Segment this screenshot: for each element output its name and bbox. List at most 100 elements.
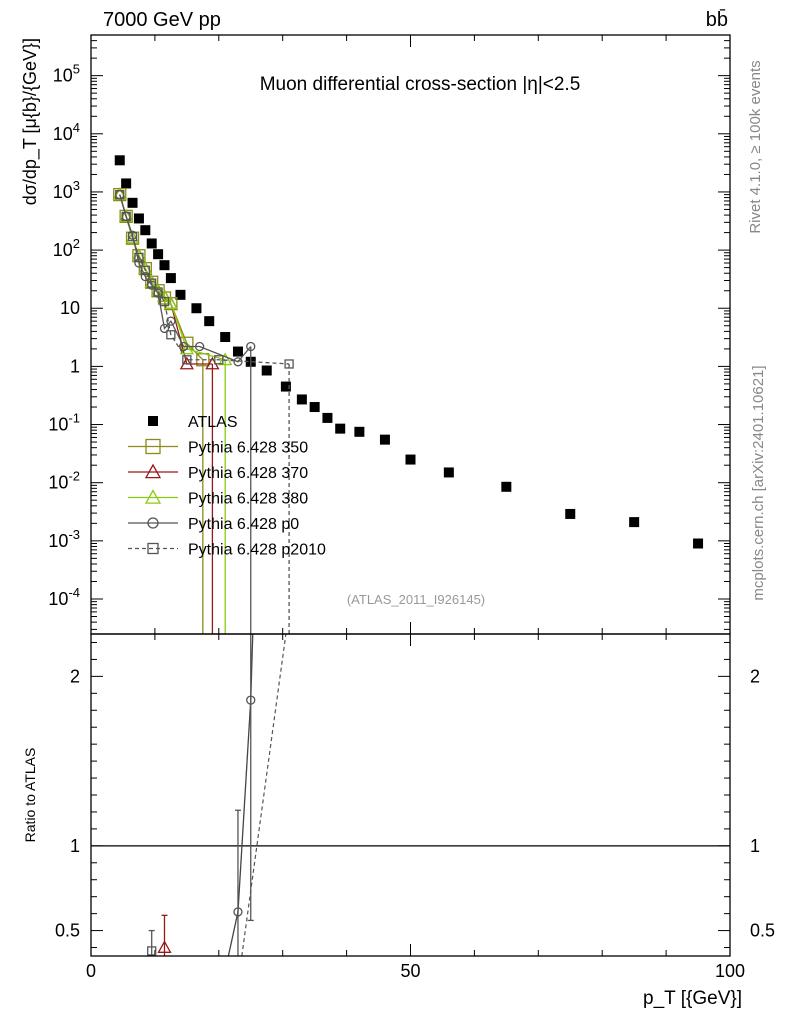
mcplots-label: mcplots.cern.ch [arXiv:2401.10621] (750, 365, 767, 600)
data-point-atlas (379, 434, 390, 445)
data-point-atlas (280, 381, 291, 392)
y-tick-label: 10-1 (48, 411, 80, 435)
data-point-pythia-6-428-p2010 (147, 278, 157, 288)
data-point-atlas (114, 155, 125, 166)
data-point-pythia-6-428-p0 (194, 341, 205, 352)
data-point-pythia-6-428-p2010 (166, 330, 176, 340)
legend-label-pythia-6-428-350: Pythia 6.428 350 (188, 440, 308, 457)
main-frame (90, 34, 731, 635)
data-point-pythia-6-428-p2010 (153, 287, 163, 297)
data-point-atlas (296, 394, 307, 405)
y-axis-label: dσ/dp_T [μ{b}/{GeV}] (20, 38, 41, 205)
data-point-atlas (443, 467, 454, 478)
data-point-atlas (220, 332, 231, 343)
ratio-y-tick-label-right: 0.5 (750, 921, 775, 941)
x-tick-label: 100 (715, 961, 745, 981)
ratio-point (233, 907, 243, 917)
legend-label-pythia-6-428-380: Pythia 6.428 380 (188, 491, 308, 508)
data-point-pythia-6-428-380 (138, 261, 153, 275)
y-tick-label: 103 (53, 178, 80, 202)
data-point-pythia-6-428-380 (119, 209, 134, 222)
legend-marker-pythia-6-428-350 (145, 438, 161, 455)
legend-label-pythia-6-428-370: Pythia 6.428 370 (188, 465, 308, 482)
data-point-pythia-6-428-p2010 (140, 265, 150, 275)
y-tick-label: 10-3 (48, 527, 80, 551)
legend-marker-atlas (148, 416, 158, 426)
data-point-pythia-6-428-p2010 (159, 296, 170, 307)
x-axis-label: p_T [{GeV}] (643, 988, 742, 1009)
legend-marker-pythia-6-428-p2010 (147, 542, 159, 555)
legend-marker-pythia-6-428-370 (144, 463, 162, 479)
ratio-y-tick-label: 2 (70, 666, 80, 686)
legend-label-atlas: ATLAS (188, 414, 238, 431)
data-point-pythia-6-428-p2010 (214, 355, 224, 365)
data-point-pythia-6-428-p0 (233, 357, 243, 367)
ratio-line-p0 (237, 700, 252, 912)
ratio-frame (90, 633, 731, 957)
data-point-atlas (405, 454, 416, 465)
ratio-y-tick-label: 0.5 (55, 921, 80, 941)
y-tick-label: 10-2 (48, 469, 80, 493)
y-tick-label: 10 (60, 298, 80, 318)
ratio-line-p0 (227, 911, 239, 957)
data-point-atlas (322, 412, 333, 423)
data-point-atlas (133, 213, 144, 224)
data-point-pythia-6-428-p2010 (127, 232, 138, 242)
data-point-pythia-6-428-p2010 (134, 252, 144, 263)
data-point-atlas (309, 402, 320, 413)
data-point-atlas (159, 260, 170, 271)
y-tick-label: 104 (53, 120, 80, 144)
data-point-atlas (204, 316, 215, 327)
x-tick-label: 50 (400, 961, 420, 981)
data-point-pythia-6-428-p2010 (284, 359, 294, 369)
ratio-line-p2010 (241, 633, 287, 957)
analysis-label: (ATLAS_2011_I926145) (347, 592, 485, 607)
y-tick-label: 105 (53, 62, 80, 86)
data-point-atlas (153, 249, 164, 260)
collision-label: 7000 GeV pp (103, 9, 221, 31)
ratio-y-axis-label: Ratio to ATLAS (22, 748, 38, 843)
ratio-point (147, 946, 157, 956)
data-point-atlas (501, 481, 512, 492)
data-point-atlas (127, 197, 138, 208)
legend: ATLAS Pythia 6.428 350 Pythia 6.428 370 Pyt… (128, 414, 326, 559)
data-point-atlas (354, 426, 365, 437)
data-point-pythia-6-428-p0 (246, 341, 256, 352)
legend-marker-pythia-6-428-p0 (147, 517, 159, 529)
ratio-point (157, 940, 172, 953)
data-point-atlas (629, 517, 640, 528)
data-point-atlas (335, 423, 346, 434)
y-tick-label: 102 (53, 236, 80, 260)
data-point-pythia-6-428-p0 (166, 316, 176, 326)
legend-marker-pythia-6-428-380 (144, 489, 162, 504)
process-label: bb̄ (706, 8, 728, 31)
data-point-atlas (175, 289, 186, 300)
data-point-pythia-6-428-380 (112, 187, 127, 201)
ratio-y-tick-label-right: 2 (750, 666, 760, 686)
data-point-pythia-6-428-p0 (134, 258, 144, 268)
data-point-atlas (565, 508, 576, 519)
x-tick-label: 0 (86, 961, 96, 981)
y-tick-label: 10-4 (48, 585, 80, 609)
chart-title: Muon differential cross-section |η|<2.5 (260, 74, 581, 95)
data-point-atlas (693, 538, 704, 549)
data-point-pythia-6-428-p0 (179, 341, 189, 352)
data-point-pythia-6-428-p0 (140, 271, 150, 282)
data-point-atlas (191, 303, 202, 314)
legend-label-pythia-6-428-p0: Pythia 6.428 p0 (188, 516, 299, 533)
data-point-atlas (261, 365, 272, 376)
data-point-atlas (146, 238, 157, 249)
y-tick-label: 1 (70, 356, 80, 376)
data-point-pythia-6-428-p2010 (115, 189, 125, 200)
legend-label-pythia-6-428-p2010: Pythia 6.428 p2010 (188, 542, 326, 559)
data-point-atlas (140, 225, 151, 236)
data-point-atlas (232, 346, 243, 357)
ratio-y-tick-label-right: 1 (750, 836, 760, 856)
data-point-atlas (165, 273, 176, 284)
ratio-point (246, 695, 256, 705)
rivet-version-label: Rivet 4.1.0, ≥ 100k events (747, 60, 764, 233)
data-point-atlas (121, 178, 132, 189)
